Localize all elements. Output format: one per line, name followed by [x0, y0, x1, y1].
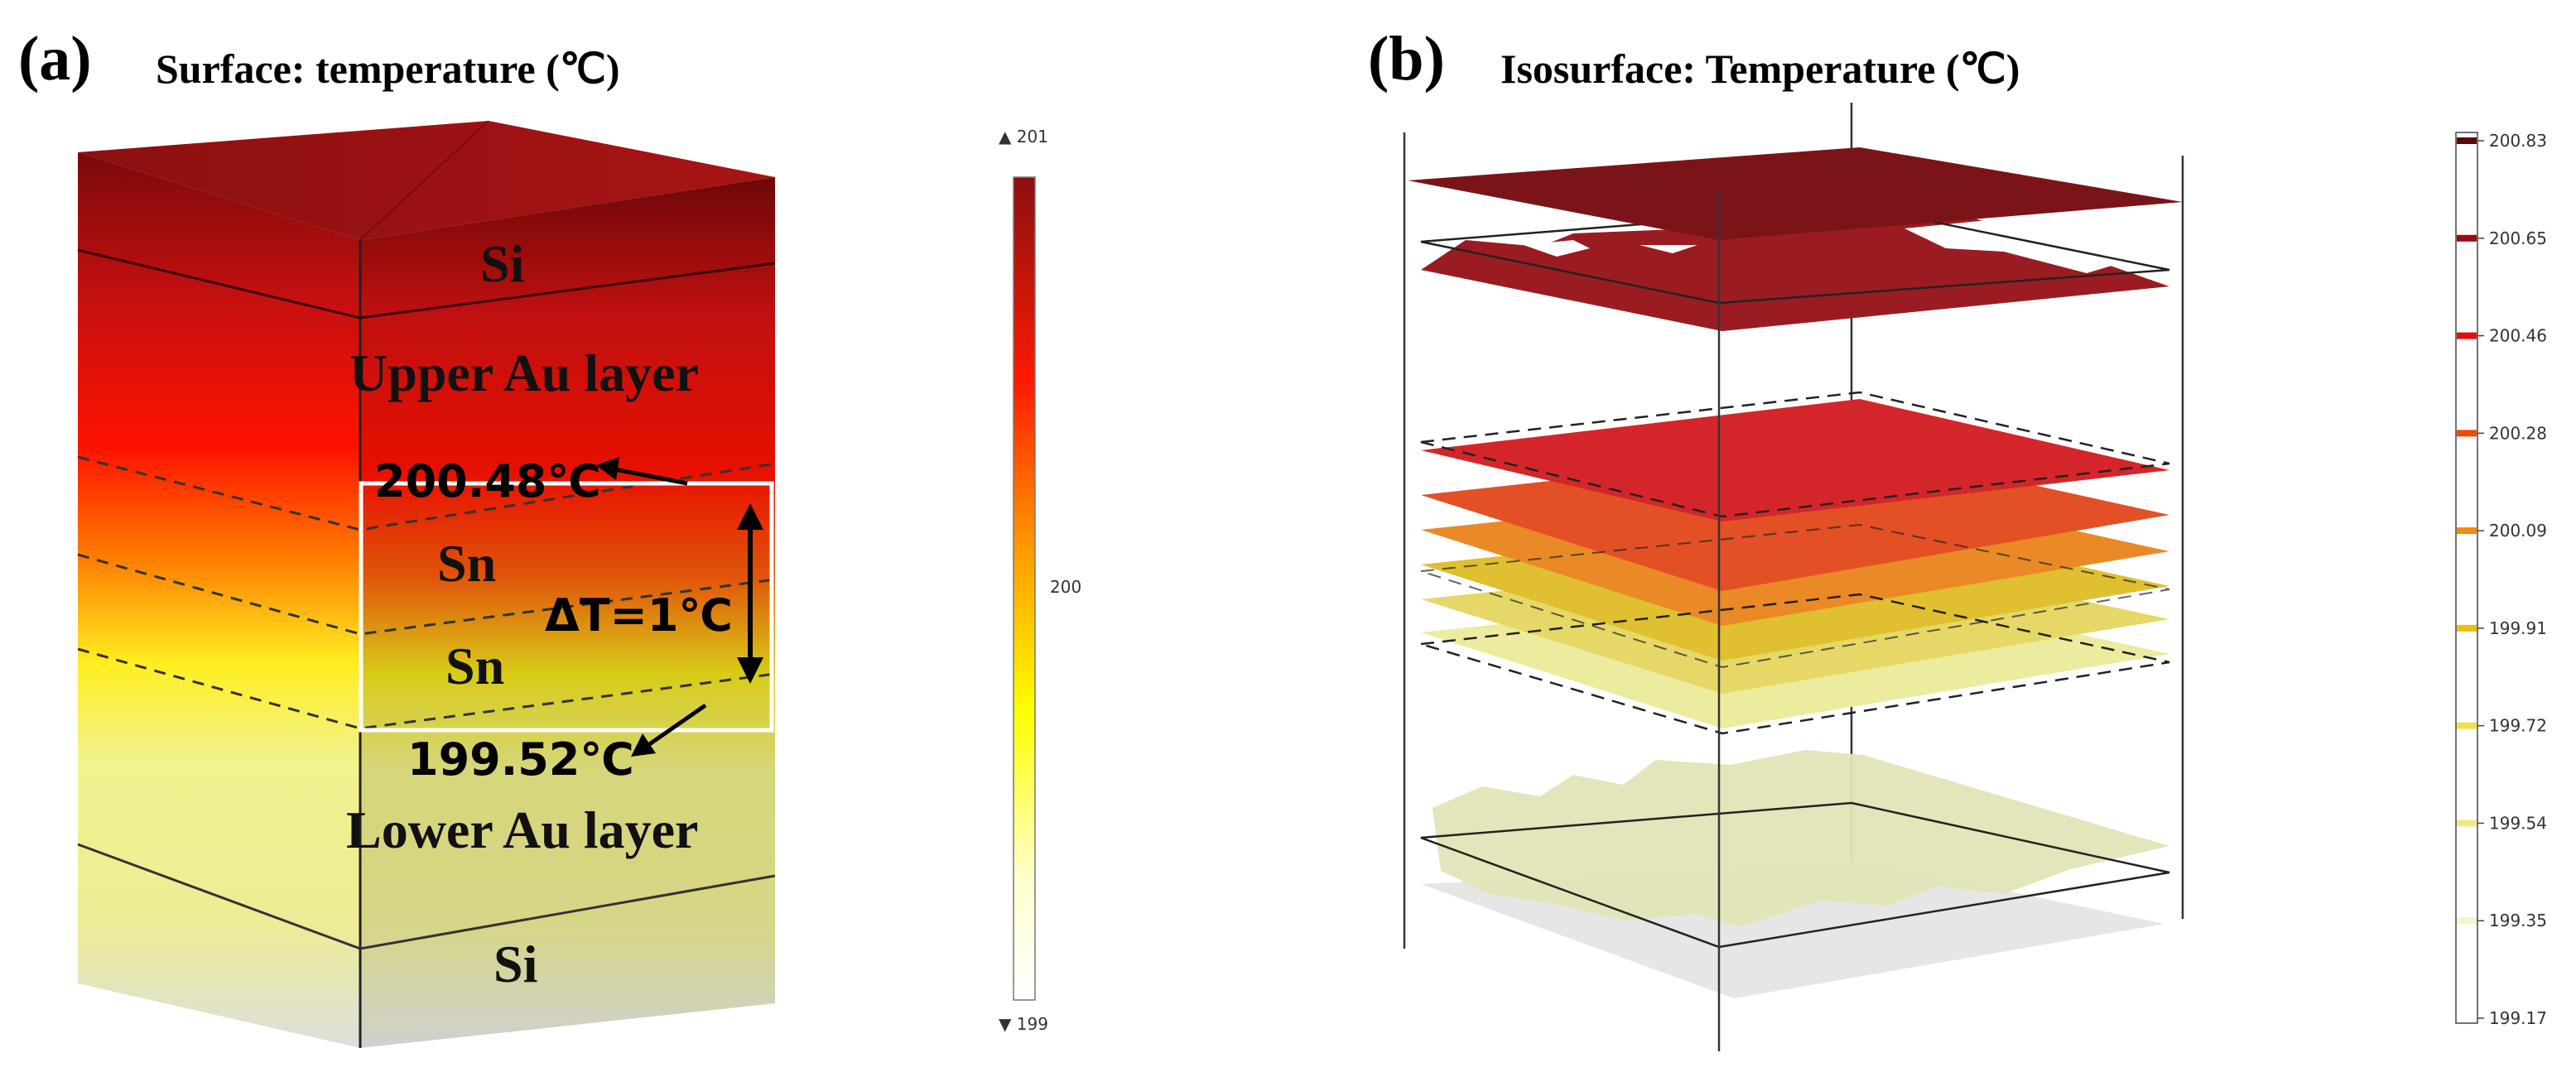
colorbar-b-tick-label: 199.72 [2489, 716, 2547, 736]
panel-a-title: Surface: temperature (℃) [156, 46, 620, 92]
si-upper-au-boundary [77, 248, 776, 320]
colorbar-b-tick-label: 199.17 [2489, 1008, 2547, 1028]
colorbar-b-tick-mark [2457, 430, 2477, 437]
colorbar-b-tick-label: 200.46 [2489, 326, 2547, 346]
colorbar-a: ▲ 201 200 ▼ 199 [999, 127, 1081, 1034]
top-inner-edge [359, 120, 489, 241]
layer-label-si-bottom: Si [494, 935, 537, 993]
colorbar-b-tick-label: 199.54 [2489, 813, 2547, 833]
frame-mid-lower [1420, 593, 2170, 735]
stack-left-face [78, 152, 360, 1048]
colorbar-b-frame [2455, 132, 2478, 1024]
layer-label-si-top: Si [480, 234, 524, 293]
temp-high-annotation: 200.48℃ [374, 455, 601, 507]
stack-top-face [78, 121, 775, 240]
temp-low-annotation: 199.52℃ [407, 733, 634, 786]
colorbar-a-mid-label: 200 [1050, 577, 1081, 597]
layer-label-sn-upper: Sn [437, 534, 496, 593]
colorbar-a-max-label: ▲ 201 [999, 127, 1048, 147]
colorbar-a-min-label: ▼ 199 [999, 1014, 1048, 1034]
colorbar-b-ticks: 200.83 200.65 200.46 200.28 200.09 199.91 199.… [2457, 131, 2547, 1028]
colorbar-b-tick-label: 200.09 [2489, 521, 2547, 541]
colorbar-b: 200.83 200.65 200.46 200.28 200.09 199.91 199.… [2455, 131, 2547, 1028]
isosurface-box [1403, 103, 2184, 1051]
colorbar-b-tick-label: 200.28 [2489, 423, 2547, 443]
frame-mid-inner [1420, 523, 2170, 669]
layer-label-upper-au: Upper Au layer [349, 344, 699, 402]
panel-a: (a) Surface: temperature (℃) Si Upper Au… [18, 24, 1081, 1048]
frame-mid-upper [1420, 391, 2170, 518]
colorbar-b-tick-label: 200.65 [2489, 228, 2547, 248]
colorbar-b-tick-mark [2457, 1015, 2477, 1022]
delta-t-double-arrow [737, 503, 763, 684]
lower-au-si-boundary [77, 843, 776, 950]
temp-high-arrow [596, 457, 688, 486]
colorbar-b-tick-label: 199.91 [2489, 618, 2547, 638]
layer-label-sn-lower: Sn [445, 637, 504, 695]
stack-front-face [360, 177, 775, 1048]
frame-bottom [1420, 801, 2170, 949]
temp-low-arrow [631, 703, 707, 757]
isosurface-200-46 [1421, 399, 2169, 522]
colorbar-b-tick-mark [2457, 624, 2477, 632]
colorbar-b-tick-mark [2457, 332, 2477, 339]
colorbar-b-tick-mark [2457, 917, 2477, 925]
layer-label-lower-au: Lower Au layer [346, 800, 698, 859]
colorbar-b-tick-label: 199.35 [2489, 911, 2547, 930]
sn-highlight-box [359, 481, 774, 733]
isosurface-200-65-holes [1524, 220, 2120, 273]
colorbar-b-tick-mark [2457, 527, 2477, 535]
delta-t-annotation: ΔT=1℃ [545, 589, 733, 642]
panel-b-title: Isosurface: Temperature (℃) [1500, 46, 2020, 92]
colorbar-b-tick-label: 200.83 [2489, 131, 2547, 151]
isosurface-200-65 [1421, 217, 2169, 331]
isosurface-199-17 [1432, 750, 2169, 927]
colorbar-b-tick-mark [2457, 722, 2477, 729]
colorbar-a-gradient [1013, 176, 1036, 1001]
isosurface-200-83 [1408, 147, 2183, 240]
panel-b-letter: (b) [1368, 24, 1445, 94]
colorbar-b-tick-mark [2457, 820, 2477, 827]
layer-stack-3d: Si Upper Au layer Sn Sn Lower Au layer S… [77, 120, 776, 1048]
panel-a-letter: (a) [18, 24, 92, 94]
colorbar-b-tick-mark [2457, 234, 2477, 242]
panel-b: (b) Isosurface: Temperature (℃) [1368, 24, 2547, 1051]
colorbar-b-tick-mark [2457, 137, 2477, 144]
